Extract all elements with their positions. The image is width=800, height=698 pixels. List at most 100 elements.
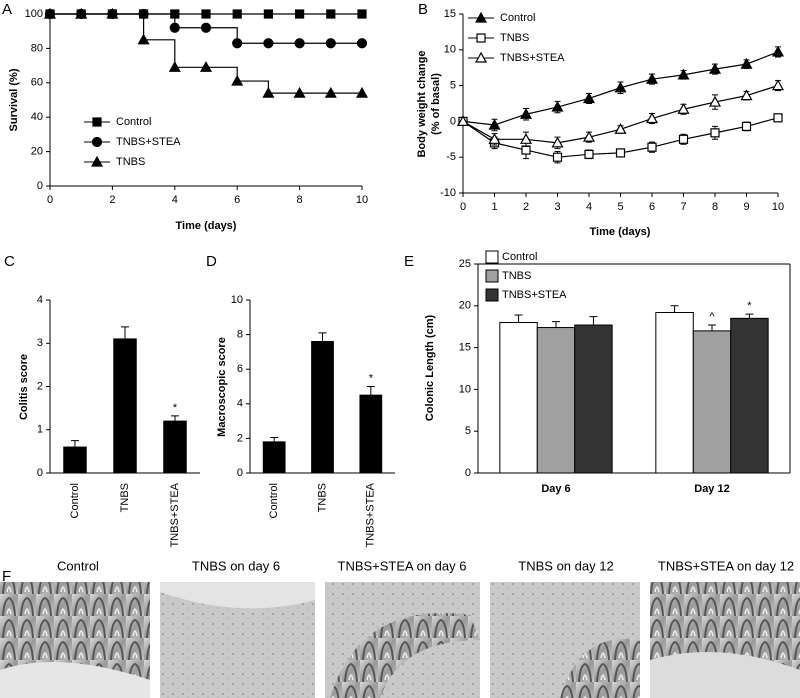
y-tick-label: 25 xyxy=(459,258,471,270)
x-tick-label: 3 xyxy=(554,201,560,213)
marker xyxy=(324,86,337,98)
bar xyxy=(262,441,286,474)
legend-marker xyxy=(90,155,104,167)
marker xyxy=(708,95,722,107)
y-tick-label: 6 xyxy=(237,363,243,375)
image-detail xyxy=(560,638,640,698)
x-axis-label: Time (days) xyxy=(176,220,237,232)
y-tick-label: 10 xyxy=(444,44,456,56)
marker xyxy=(740,57,753,69)
image-detail xyxy=(160,582,315,609)
x-tick-label: Control xyxy=(268,483,280,518)
marker xyxy=(231,74,244,86)
y-tick-label: 100 xyxy=(25,8,43,20)
y-tick-label: 0 xyxy=(450,115,456,127)
marker xyxy=(325,38,336,49)
panel-letter: E xyxy=(404,253,414,270)
bar xyxy=(113,338,137,474)
y-tick-label: 60 xyxy=(31,77,43,89)
bar xyxy=(359,394,383,474)
marker xyxy=(294,38,305,49)
histology-panel: F Control TNBS on day 6 TNBS+STEA on day… xyxy=(0,558,800,698)
x-tick-label: 4 xyxy=(172,194,178,206)
x-tick-label: 7 xyxy=(680,201,686,213)
error-bar xyxy=(552,321,560,328)
marker xyxy=(75,7,88,19)
marker xyxy=(771,79,785,91)
error-bar xyxy=(745,313,754,319)
x-tick-label: 6 xyxy=(649,201,655,213)
legend-label: TNBS xyxy=(500,32,529,44)
y-tick-label: 0 xyxy=(465,467,471,479)
legend-swatch xyxy=(485,269,499,283)
y-tick-label: 0 xyxy=(37,180,43,192)
marker xyxy=(232,38,243,49)
y-tick-label: 8 xyxy=(237,329,243,341)
y-tick-label: 4 xyxy=(37,294,43,306)
marker xyxy=(740,89,753,101)
image-detail xyxy=(0,662,150,698)
error-bar xyxy=(318,332,327,342)
y-axis-label: Survival (%) xyxy=(8,68,20,131)
marker xyxy=(519,133,533,144)
marker xyxy=(741,121,752,132)
y-tick-label: 80 xyxy=(31,42,43,54)
x-tick-label: 2 xyxy=(109,194,115,206)
legend-label: TNBS+STEA xyxy=(502,289,567,301)
error-bar xyxy=(171,415,179,422)
x-tick-label: 1 xyxy=(491,201,497,213)
marker xyxy=(645,112,659,124)
marker xyxy=(357,9,367,19)
y-tick-label: 15 xyxy=(444,8,456,20)
marker xyxy=(232,9,242,19)
panel-letter: B xyxy=(418,1,428,18)
marker xyxy=(43,7,57,19)
error-bar xyxy=(708,324,716,331)
marker xyxy=(488,133,501,144)
error-bar xyxy=(670,305,679,313)
legend-marker xyxy=(92,117,102,127)
y-tick-label: -5 xyxy=(446,151,456,163)
image-detail xyxy=(650,652,800,698)
error-bar xyxy=(71,440,79,448)
legend-label: Control xyxy=(500,12,535,24)
marker xyxy=(551,136,564,148)
image-title: TNBS+STEA on day 12 xyxy=(658,558,794,573)
bar xyxy=(163,420,187,474)
legend-label: Control xyxy=(502,251,537,263)
marker xyxy=(293,86,306,98)
y-tick-label: 0 xyxy=(237,467,243,479)
marker xyxy=(771,45,785,57)
x-tick-label: 6 xyxy=(234,194,240,206)
panel-letter: C xyxy=(4,253,15,270)
x-tick-label: Day 12 xyxy=(694,483,729,495)
y-tick-label: 40 xyxy=(31,111,43,123)
significance-mark: * xyxy=(747,300,752,312)
y-tick-label: 2 xyxy=(37,380,43,392)
x-tick-label: TNBS xyxy=(119,483,131,512)
error-bar xyxy=(514,314,523,323)
y-tick-label: 10 xyxy=(459,383,471,395)
legend-label: TNBS xyxy=(502,270,531,282)
marker xyxy=(551,100,564,112)
bar xyxy=(499,322,538,474)
marker xyxy=(582,92,596,104)
y-axis-label: Colitis score xyxy=(18,354,30,420)
marker xyxy=(773,113,783,123)
marker xyxy=(645,72,659,84)
marker xyxy=(356,38,368,49)
marker xyxy=(552,152,563,162)
significance-mark: * xyxy=(369,372,374,384)
bar xyxy=(692,330,732,474)
x-tick-label: TNBS xyxy=(316,483,328,512)
legend-label: TNBS+STEA xyxy=(500,52,565,64)
legend-marker xyxy=(474,51,488,63)
marker xyxy=(263,38,274,49)
x-tick-label: 4 xyxy=(586,201,592,213)
y-tick-label: 5 xyxy=(450,80,456,92)
x-tick-label: 0 xyxy=(460,201,466,213)
bar xyxy=(536,327,576,474)
panel-letter: A xyxy=(2,1,12,18)
legend-label: Control xyxy=(116,116,151,128)
